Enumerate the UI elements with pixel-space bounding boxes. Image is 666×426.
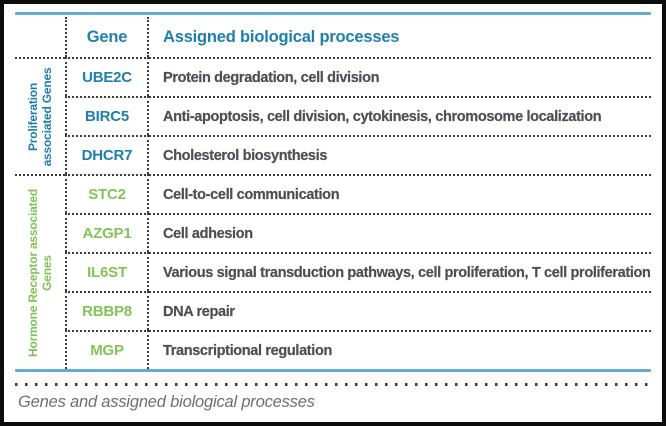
process-cell-rbbp8: DNA repair xyxy=(149,291,651,330)
figure-caption: Genes and assigned biological processes xyxy=(18,393,315,411)
process-cell-azgp1: Cell adhesion xyxy=(149,213,651,252)
process-cell-mgp: Transcriptional regulation xyxy=(149,330,651,369)
gene-table: Gene Assigned biological processes Proli… xyxy=(15,17,651,369)
process-cell-dhcr7: Cholesterol biosynthesis xyxy=(149,135,651,174)
header-spacer-cell xyxy=(15,17,65,57)
gene-cell-birc5: BIRC5 xyxy=(65,96,149,135)
process-cell-birc5: Anti-apoptosis, cell division, cytokines… xyxy=(149,96,651,135)
section-label-proliferation-text: Proliferation associated Genes xyxy=(25,67,54,166)
gene-cell-stc2: STC2 xyxy=(65,174,149,213)
column-header-processes: Assigned biological processes xyxy=(163,27,400,46)
top-rule xyxy=(15,12,651,15)
bottom-rule xyxy=(15,369,651,372)
process-cell-ube2c: Protein degradation, cell division xyxy=(149,57,651,96)
process-cell-il6st: Various signal transduction pathways, ce… xyxy=(149,252,651,291)
gene-cell-dhcr7: DHCR7 xyxy=(65,135,149,174)
gene-cell-il6st: IL6ST xyxy=(65,252,149,291)
gene-cell-rbbp8: RBBP8 xyxy=(65,291,149,330)
gene-cell-mgp: MGP xyxy=(65,330,149,369)
gene-cell-ube2c: UBE2C xyxy=(65,57,149,96)
caption-divider xyxy=(15,383,651,386)
section-label-hormone-receptor-text: Hormone Receptor associated Genes xyxy=(25,188,54,357)
gene-cell-azgp1: AZGP1 xyxy=(65,213,149,252)
section-label-hormone-receptor: Hormone Receptor associated Genes xyxy=(15,174,65,369)
column-header-gene: Gene xyxy=(65,17,149,57)
process-cell-stc2: Cell-to-cell communication xyxy=(149,174,651,213)
section-label-proliferation: Proliferation associated Genes xyxy=(15,57,65,174)
